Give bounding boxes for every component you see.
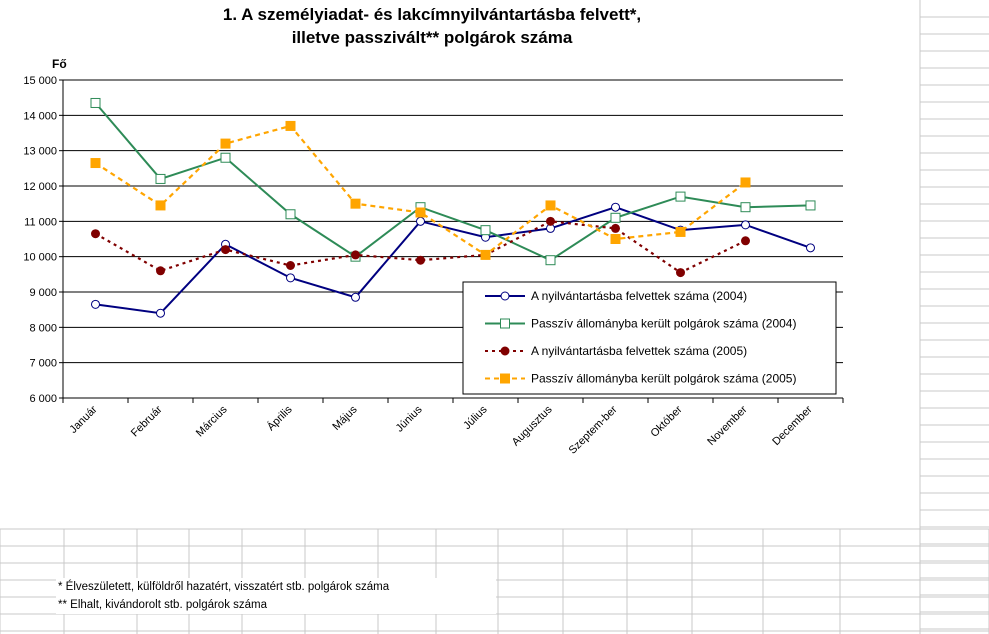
series-4 <box>90 120 751 260</box>
data-point <box>156 266 165 276</box>
x-tick-label: Július <box>461 403 490 432</box>
x-tick-label: Augusztus <box>510 403 555 448</box>
data-point <box>156 308 165 318</box>
series-3 <box>91 216 750 278</box>
chart-title-line: 1. A személyiadat- és lakcímnyilvántartá… <box>223 5 641 24</box>
series-2 <box>90 97 816 266</box>
legend-label: Passzív állományba került polgárok száma… <box>531 372 796 386</box>
footnotes: * Élveszületett, külföldről hazatért, vi… <box>56 578 496 614</box>
legend-label: Passzív állományba került polgárok száma… <box>531 317 796 331</box>
footnote-1: * Élveszületett, külföldről hazatért, vi… <box>58 581 390 593</box>
data-point <box>545 255 556 266</box>
data-point <box>155 200 166 211</box>
y-tick-label: 8 000 <box>29 322 57 334</box>
data-point <box>741 220 750 230</box>
data-point <box>155 173 166 184</box>
legend-box <box>462 281 837 395</box>
data-point <box>91 299 100 309</box>
series-line <box>94 220 746 274</box>
data-point <box>221 245 230 255</box>
data-point <box>740 202 751 213</box>
x-tick-label: Március <box>194 403 230 439</box>
data-point <box>805 200 816 211</box>
data-point <box>545 200 556 211</box>
chart-title-line: illetve passzivált** polgárok száma <box>292 28 573 47</box>
data-point <box>220 152 231 163</box>
data-point <box>546 216 555 226</box>
y-tick-label: 7 000 <box>29 358 57 370</box>
data-point <box>675 191 686 202</box>
data-point <box>740 177 751 188</box>
data-point <box>90 97 101 108</box>
data-point <box>220 138 231 149</box>
footnote-2: ** Elhalt, kivándorolt stb. polgárok szá… <box>58 599 268 611</box>
data-point <box>415 207 426 218</box>
data-point <box>610 234 621 244</box>
series-line <box>94 102 811 262</box>
x-tick-label: December <box>770 403 815 448</box>
x-tick-label: Június <box>394 403 425 434</box>
y-tick-label: 9 000 <box>29 287 57 299</box>
y-tick-label: 14 000 <box>23 110 57 122</box>
x-tick-label: Szeptem-ber <box>567 403 620 456</box>
data-point <box>351 292 360 302</box>
data-point <box>351 250 360 260</box>
data-point <box>350 198 361 209</box>
data-point <box>480 249 491 260</box>
x-tick-label: Október <box>648 403 684 439</box>
legend-label: A nyilvántartásba felvettek száma (2005) <box>531 344 747 358</box>
data-point <box>416 216 425 226</box>
data-point <box>286 273 295 283</box>
y-tick-label: 13 000 <box>23 146 57 158</box>
y-tick-label: 15 000 <box>23 75 57 87</box>
x-tick-label: Január <box>67 403 100 436</box>
data-point <box>610 212 621 223</box>
x-tick-label: Május <box>330 403 360 433</box>
y-tick-label: 10 000 <box>23 252 57 264</box>
x-tick-label: Április <box>264 403 295 434</box>
data-point <box>806 243 815 253</box>
legend-marker <box>500 291 510 301</box>
y-tick-label: 6 000 <box>29 393 57 405</box>
data-point <box>480 225 491 236</box>
legend-marker <box>500 346 510 356</box>
data-point <box>611 223 620 233</box>
legend-marker <box>500 318 510 329</box>
data-point <box>285 209 296 220</box>
data-point <box>676 268 685 278</box>
y-axis-label: Fő <box>52 57 67 71</box>
data-point <box>90 158 101 169</box>
data-point <box>741 236 750 246</box>
data-point <box>91 229 100 239</box>
data-point <box>285 120 296 131</box>
series-line <box>94 124 747 257</box>
legend-label: A nyilvántartásba felvettek száma (2004) <box>531 289 747 303</box>
legend-marker <box>500 373 510 384</box>
y-tick-label: 11 000 <box>24 216 57 228</box>
data-point <box>675 226 686 237</box>
data-point <box>416 255 425 265</box>
series-line <box>95 206 811 315</box>
x-tick-label: Február <box>129 403 165 439</box>
data-point <box>611 202 620 212</box>
y-tick-label: 12 000 <box>23 181 57 193</box>
x-tick-label: November <box>705 403 750 448</box>
data-point <box>286 261 295 270</box>
